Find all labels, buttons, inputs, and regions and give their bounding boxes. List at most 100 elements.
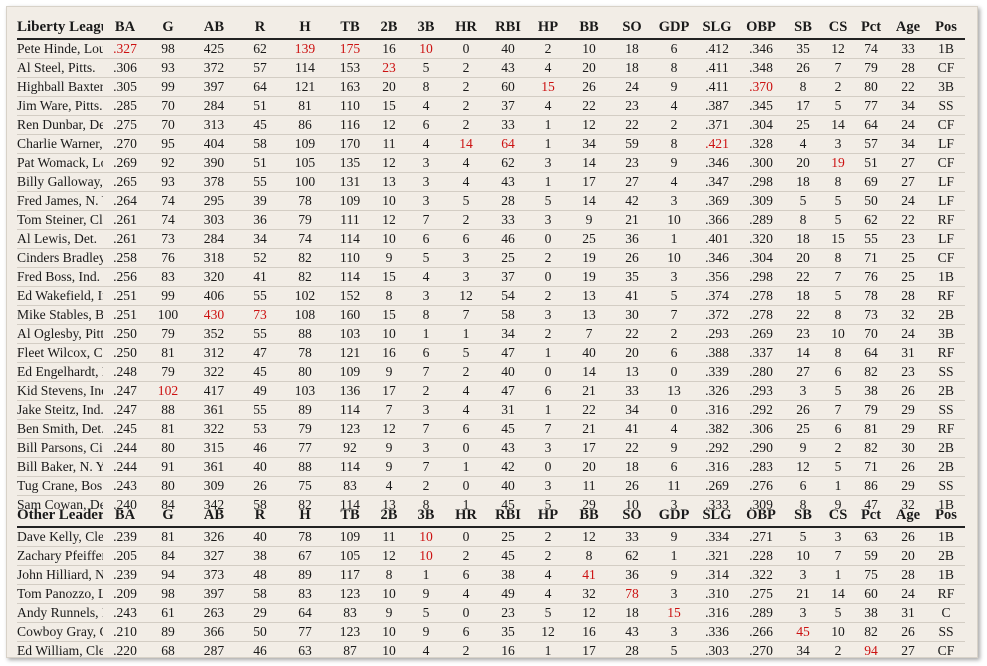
stat-cell: 111: [329, 210, 371, 230]
stat-cell: 105: [329, 546, 371, 566]
stat-cell: 5: [823, 457, 853, 477]
stat-cell: 62: [487, 153, 529, 173]
stat-cell: 28: [487, 191, 529, 211]
stat-cell: 8: [371, 286, 407, 306]
stat-cell: .278: [739, 286, 783, 306]
stat-cell: 73: [853, 305, 889, 325]
stat-cell: 1: [529, 172, 567, 192]
stat-cell: 9: [653, 438, 695, 458]
stat-cell: 14: [567, 153, 611, 173]
stat-cell: RF: [927, 419, 965, 439]
stat-cell: 295: [189, 191, 239, 211]
column-header: RBI: [487, 17, 529, 40]
stat-cell: 4: [445, 153, 487, 173]
stat-cell: 406: [189, 286, 239, 306]
stat-cell: 152: [329, 286, 371, 306]
player-name: Dave Kelly, Clev.: [17, 527, 103, 547]
stat-cell: LF: [927, 134, 965, 154]
stat-cell: 121: [281, 77, 329, 97]
player-name: Ren Dunbar, Det. ®: [17, 115, 103, 135]
table-row: Tom Panozzo, Lou. ®.20998397588312310944…: [17, 584, 965, 604]
stat-cell: 79: [281, 419, 329, 439]
stat-cell: SS: [927, 362, 965, 382]
stat-cell: 6: [445, 622, 487, 642]
column-header: SB: [783, 505, 823, 528]
stat-cell: 26: [889, 527, 927, 547]
table-row: Ren Dunbar, Det. ®.275703134586116126233…: [17, 115, 965, 135]
stat-cell: 83: [147, 267, 189, 287]
stat-cell: 64: [239, 77, 281, 97]
stat-cell: 3: [445, 267, 487, 287]
stat-cell: 12: [371, 210, 407, 230]
stat-cell: 63: [298, 643, 312, 658]
stat-cell: 13: [653, 381, 695, 401]
stat-cell: 3: [407, 438, 445, 458]
stat-cell: 49: [487, 584, 529, 604]
stat-cell: 397: [189, 584, 239, 604]
stat-cell: .346: [739, 39, 783, 59]
stat-cell: 7: [823, 267, 853, 287]
stat-cell: 7: [653, 305, 695, 325]
stat-cell: 37: [487, 267, 529, 287]
stat-cell: 26: [611, 248, 653, 268]
stat-cell: 50: [853, 191, 889, 211]
stat-cell: 45: [783, 622, 823, 642]
stat-cell: 20: [783, 248, 823, 268]
stat-cell: 2: [529, 39, 567, 59]
stat-cell: 175: [329, 39, 371, 59]
stat-cell: 6: [823, 362, 853, 382]
table-row: Charlie Warner, Bos..2709540458109170114…: [17, 134, 965, 154]
stat-cell: .388: [695, 343, 739, 363]
stat-cell: 2B: [927, 381, 965, 401]
stat-cell: 10: [823, 622, 853, 642]
stat-cell: 7: [407, 457, 445, 477]
stat-cell: 35: [611, 267, 653, 287]
stat-cell: 10: [567, 39, 611, 59]
stat-cell: 2: [445, 96, 487, 116]
stat-cell: 58: [239, 584, 281, 604]
stat-cell: 24: [889, 324, 927, 344]
stat-cell: 81: [147, 419, 189, 439]
stat-cell: 18: [611, 39, 653, 59]
column-header: CS: [823, 17, 853, 40]
stat-cell: 25: [487, 248, 529, 268]
stat-cell: 60: [487, 77, 529, 97]
stat-cell: 26: [783, 58, 823, 78]
stat-cell: 6: [529, 381, 567, 401]
player-name: Pat Womack, Lou.: [17, 153, 103, 173]
column-header: 2B: [371, 505, 407, 528]
stat-cell: 43: [487, 58, 529, 78]
stat-cell: 28: [625, 643, 639, 658]
stat-cell: 9: [653, 77, 695, 97]
stat-cell: 1: [653, 546, 695, 566]
stat-cell: 46: [487, 229, 529, 249]
stat-cell: .251: [103, 286, 147, 306]
stat-cell: 25: [487, 527, 529, 547]
stat-cell: 18: [611, 603, 653, 623]
stat-cell: 91: [147, 457, 189, 477]
stat-cell: 77: [853, 96, 889, 116]
stat-cell: 9: [653, 565, 695, 585]
stat-cell: 27: [901, 643, 915, 658]
table-row: Andy Runnels, Lou..243612632964839502351…: [17, 603, 965, 623]
stat-cell: 5: [823, 381, 853, 401]
stat-cell: 69: [853, 172, 889, 192]
stat-cell: 74: [147, 191, 189, 211]
stat-cell: 102: [281, 286, 329, 306]
stat-cell: 170: [329, 134, 371, 154]
column-header: SO: [611, 505, 653, 528]
stat-cell: .316: [695, 603, 739, 623]
stat-cell: 1B: [927, 527, 965, 547]
stat-cell: 0: [445, 438, 487, 458]
stat-cell: 45: [239, 115, 281, 135]
stat-cell: 27: [783, 362, 823, 382]
stat-cell: 10: [823, 324, 853, 344]
stat-cell: 23: [611, 96, 653, 116]
stat-cell: 372: [189, 58, 239, 78]
stat-cell: 404: [189, 134, 239, 154]
stat-cell: .247: [103, 381, 147, 401]
stat-cell: .366: [695, 210, 739, 230]
stat-cell: 3: [670, 497, 678, 512]
column-header: BA: [103, 505, 147, 528]
stat-cell: 34: [239, 229, 281, 249]
